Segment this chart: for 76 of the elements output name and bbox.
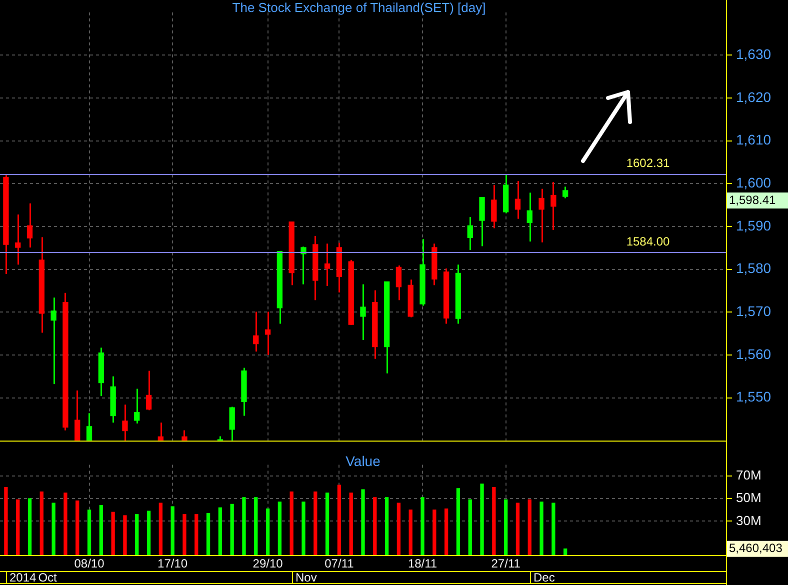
bar — [123, 515, 127, 555]
bar — [4, 487, 8, 555]
bar — [28, 498, 32, 555]
bar — [314, 492, 318, 555]
bar — [146, 510, 151, 555]
bar — [504, 499, 508, 555]
x-tick-label: 08/10 — [74, 556, 105, 571]
bar — [254, 497, 258, 555]
bar — [373, 497, 377, 555]
bar — [111, 512, 115, 555]
x-tick-label: 27/11 — [491, 556, 521, 571]
bar — [302, 502, 306, 555]
bar — [266, 508, 270, 555]
chart-title: Value — [346, 452, 381, 469]
bar — [206, 512, 210, 555]
text: Dec — [534, 570, 555, 584]
bar — [337, 484, 342, 555]
bar — [384, 497, 389, 555]
bar — [564, 548, 568, 555]
bar — [158, 502, 162, 555]
bar — [135, 514, 139, 555]
x-tick-label: 18/11 — [408, 556, 438, 571]
text: 1,598.41 — [729, 192, 776, 207]
bar — [278, 502, 282, 555]
bar — [432, 510, 436, 555]
bar — [396, 502, 401, 555]
chart-title: The Stock Exchange of Thailand(SET) [day] — [232, 0, 486, 16]
x-tick-label: 17/10 — [158, 556, 188, 571]
bar — [76, 500, 80, 555]
bar — [540, 502, 544, 555]
ref-line-label: 1602.31 — [626, 156, 670, 170]
bar — [361, 489, 365, 555]
y-tick-label: 50M — [736, 490, 762, 506]
y-tick-label: 1,630 — [736, 46, 772, 62]
y-tick-label: 70M — [736, 468, 762, 483]
bar — [516, 502, 520, 555]
text: Oct — [38, 570, 58, 584]
y-tick-label: 1,590 — [736, 217, 772, 234]
bar — [99, 505, 103, 555]
bar — [349, 492, 353, 555]
bar — [87, 510, 92, 555]
bar — [420, 497, 424, 555]
y-tick-label: 1,600 — [736, 174, 772, 191]
text: Nov — [296, 570, 317, 584]
bar — [182, 514, 186, 555]
bar — [456, 488, 460, 555]
bar — [480, 484, 484, 555]
bar — [528, 499, 532, 555]
bar — [64, 492, 68, 555]
bar — [16, 499, 20, 555]
y-tick-label: 30M — [736, 512, 762, 528]
bar — [170, 506, 174, 555]
text: 2014 — [10, 570, 37, 584]
y-tick-label: 1,610 — [736, 132, 772, 148]
bar — [218, 507, 222, 555]
text: 5,460,403 — [729, 541, 783, 556]
y-tick-label: 1,550 — [736, 388, 772, 405]
bar — [325, 492, 330, 555]
bar — [408, 510, 412, 555]
y-tick-label: 1,620 — [736, 88, 772, 105]
x-tick-label: 07/11 — [324, 556, 354, 571]
bar — [468, 499, 472, 555]
y-tick-label: 1,570 — [736, 303, 772, 319]
bar — [290, 492, 294, 555]
bar — [444, 508, 448, 555]
bar — [242, 497, 246, 555]
x-tick-label: 29/10 — [252, 556, 284, 571]
bar — [40, 492, 44, 555]
y-tick-label: 1,580 — [736, 260, 772, 276]
bar — [52, 502, 56, 555]
ref-line-label: 1584.00 — [626, 234, 670, 249]
bar — [230, 504, 234, 555]
bar — [552, 502, 556, 555]
y-tick-label: 1,560 — [736, 346, 772, 362]
bar — [492, 487, 496, 555]
bar — [194, 514, 198, 555]
